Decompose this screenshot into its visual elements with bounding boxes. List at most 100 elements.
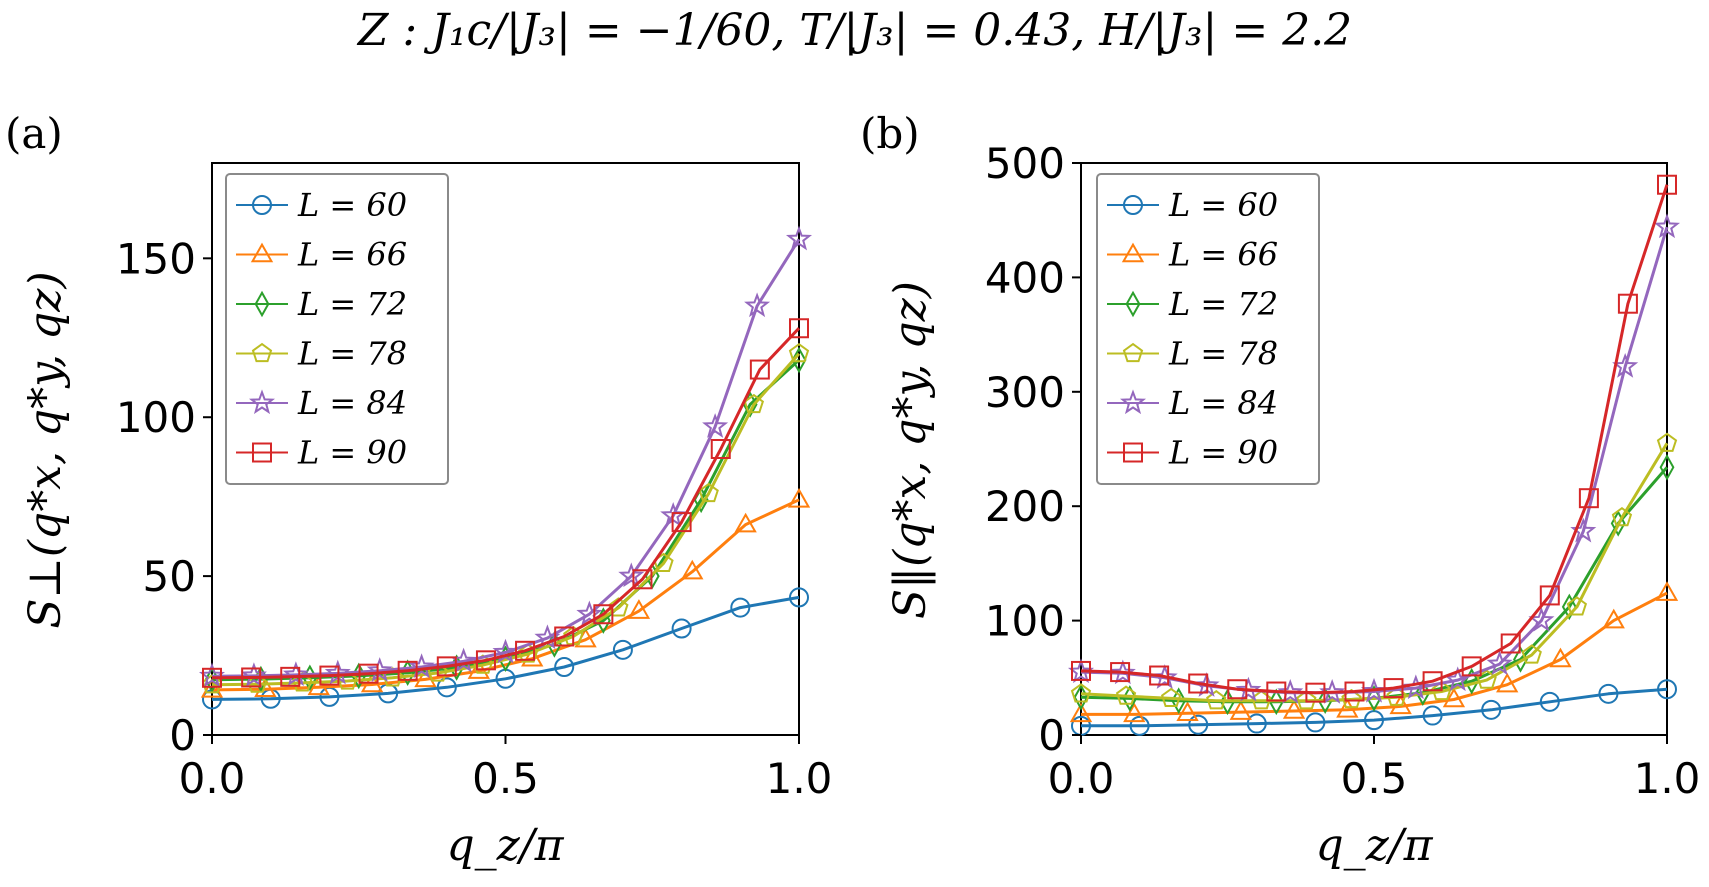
x-tick-label: 1.0 [1634,754,1701,803]
data-point [1336,697,1359,718]
data-point [744,292,771,318]
y-tick-label: 200 [985,482,1065,531]
data-point [554,626,575,647]
legend-entry: L = 78 [1107,335,1278,373]
figure-title: Z : J₁c/|J₃| = −1/60, T/|J₃| = 0.43, H/|… [356,5,1352,56]
data-point [1611,506,1633,527]
legend-marker [248,389,276,415]
data-point [1282,699,1306,719]
legend-marker [252,442,272,463]
data-point [1246,713,1267,734]
data-point [787,487,811,508]
data-point [1296,689,1317,710]
data-point [1422,671,1443,692]
legend-label: L = 78 [1168,335,1278,373]
data-point [627,599,651,619]
data-point [632,569,653,590]
data-point [280,666,301,687]
data-point [618,562,645,588]
y-tick-label: 150 [116,234,196,283]
legend-marker [252,195,272,215]
data-point [1549,647,1572,668]
x-tick-label: 0.5 [472,754,539,803]
data-point [1317,687,1333,714]
data-point [292,672,313,692]
panel-b-xlabel: q_z/π [1315,820,1433,871]
series-line [1081,687,1668,728]
series-l60 [1071,679,1677,736]
legend-label: L = 72 [297,285,407,323]
data-point [436,677,457,698]
legend-entry: L = 84 [236,384,407,422]
data-point [1067,658,1095,684]
data-point [1176,701,1199,722]
data-point [734,512,757,533]
data-point [1656,432,1678,452]
data-point [1383,678,1404,699]
data-point [1115,685,1137,705]
data-point [749,359,770,380]
data-point [1109,659,1136,685]
data-point [788,342,810,363]
panel-b-label: (b) [860,109,920,158]
data-point [789,318,809,339]
data-point [254,677,277,697]
legend-entry: L = 66 [1107,236,1278,274]
data-point [241,667,262,688]
legend-marker [254,290,270,318]
data-point [1500,633,1521,654]
data-point [521,646,544,667]
data-point [517,643,539,663]
data-point [1069,702,1093,723]
data-point [408,653,435,679]
data-point [1386,686,1407,706]
data-point [397,660,418,681]
data-point [1305,682,1326,703]
data-point [319,665,340,686]
data-point [1659,454,1675,481]
y-tick-label: 0 [169,711,196,760]
data-point [1188,673,1209,694]
data-point [1561,593,1577,621]
legend-entry: L = 60 [1107,186,1278,224]
legend-entry: L = 66 [236,236,407,274]
data-point [1486,650,1513,676]
data-point [1227,679,1248,700]
y-tick-label: 100 [116,393,196,442]
series-line [211,595,800,701]
data-point [1188,714,1209,735]
legend-entry: L = 84 [1107,384,1278,422]
data-point [789,587,809,608]
y-tick-label: 50 [143,552,196,601]
legend-label: L = 84 [297,384,407,422]
data-point [1071,660,1091,681]
data-point [1444,666,1471,692]
x-tick-label: 0.0 [1048,754,1115,803]
data-point [710,439,731,459]
data-point [436,656,457,677]
data-point [366,657,393,682]
legend-entry: L = 72 [1107,285,1278,323]
data-point [1206,689,1227,710]
data-point [1481,699,1502,720]
series-l72 [1073,454,1675,716]
data-point [1422,705,1443,726]
data-point [1160,687,1182,708]
series-l66 [200,487,811,698]
data-point [1277,678,1304,704]
data-point [1171,687,1187,714]
data-point [1598,683,1619,704]
panel-b-ylabel: S‖(q*x, q*y, qz) [885,281,936,619]
legend-label: L = 60 [1168,186,1278,224]
legend-entry: L = 72 [236,285,407,323]
data-point [671,618,692,639]
data-point [785,225,813,251]
legend-marker [250,242,274,263]
data-point [475,650,496,671]
data-point [202,667,222,688]
legend-marker [1121,242,1145,263]
legend-marker [1122,342,1144,363]
series-l90 [202,318,809,688]
data-point [200,677,224,698]
